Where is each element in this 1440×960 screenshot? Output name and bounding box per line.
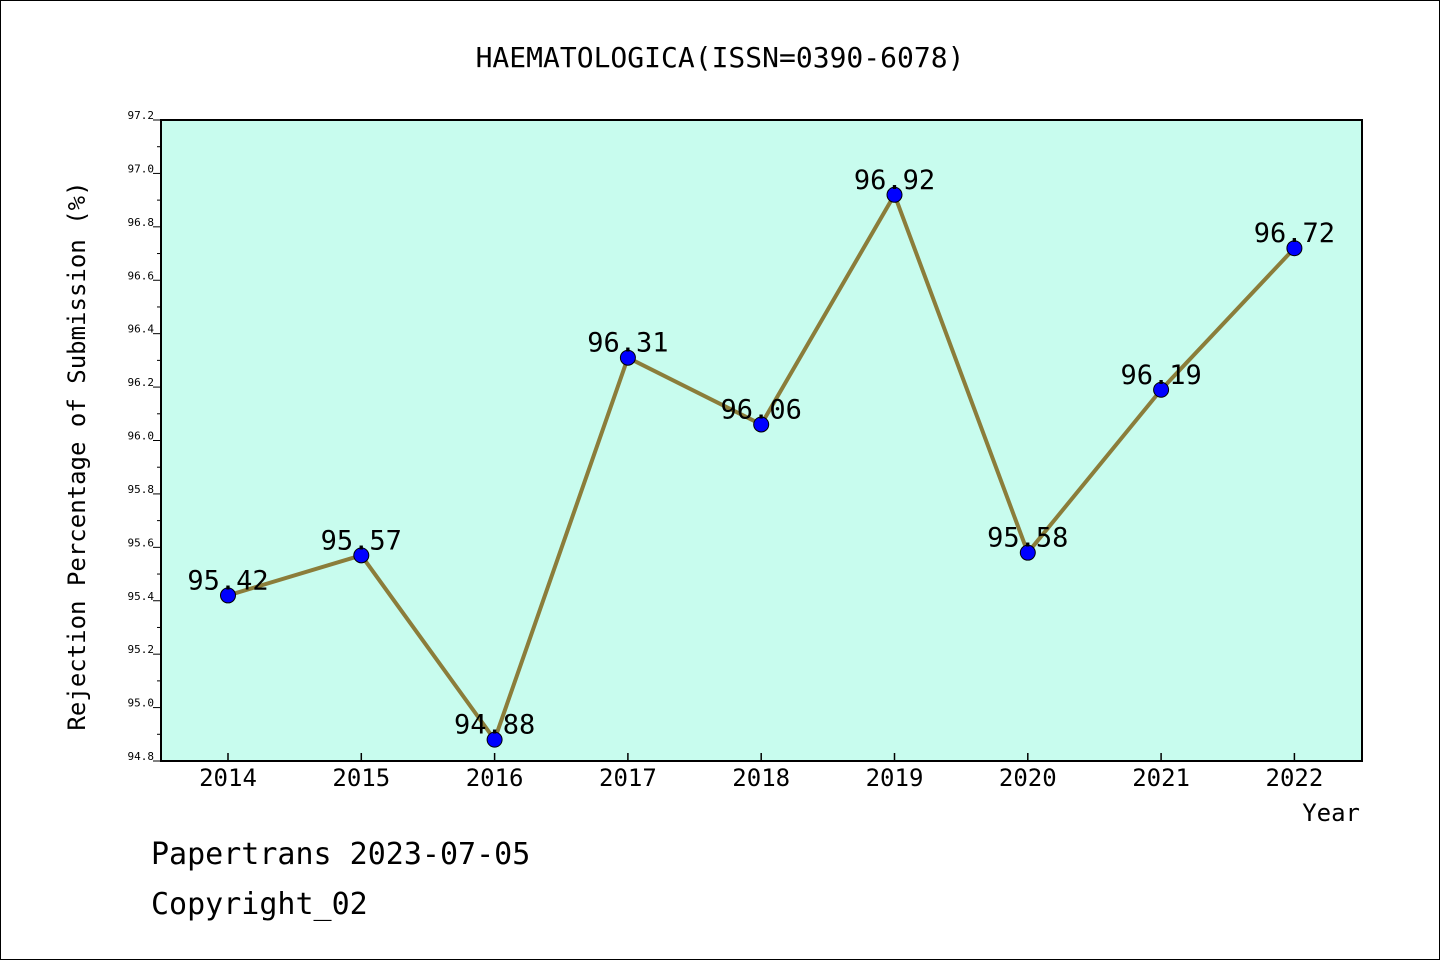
x-tick-label: 2020 <box>999 764 1057 792</box>
y-tick-label: 96.6 <box>128 269 155 282</box>
y-tick-label: 95.0 <box>128 697 155 710</box>
data-point <box>1153 381 1170 398</box>
x-tick-label: 2022 <box>1266 764 1324 792</box>
data-label: 95.57 <box>321 525 402 556</box>
x-tick-label: 2021 <box>1132 764 1190 792</box>
data-labels: 95.42 95.57 94.88 96.31 96.06 96.92 95.58 96.19… <box>187 165 1335 741</box>
data-points <box>220 186 1303 748</box>
data-point <box>753 416 770 433</box>
x-axis-label: Year <box>1302 799 1360 827</box>
y-tick-label: 95.4 <box>128 590 155 603</box>
data-label: 94.88 <box>454 710 535 741</box>
x-tick-label: 2015 <box>332 764 390 792</box>
data-point <box>619 349 636 366</box>
data-label: 96.31 <box>587 328 668 359</box>
y-tick-label: 95.2 <box>128 643 155 656</box>
x-tick-label: 2018 <box>732 764 790 792</box>
y-tick-label: 96.2 <box>128 376 155 389</box>
y-tick-label: 95.8 <box>128 483 155 496</box>
plot-area <box>160 119 1363 762</box>
data-label: 96.72 <box>1254 218 1335 249</box>
y-tick-label: 96.8 <box>128 216 155 229</box>
x-axis: 2014 2015 2016 2017 2018 2019 2020 2021 2022 <box>199 753 1323 792</box>
footer-date: Papertrans 2023-07-05 <box>151 837 531 872</box>
data-label: 96.06 <box>721 394 802 425</box>
data-label: 96.92 <box>854 165 935 196</box>
data-point <box>486 731 503 748</box>
data-point <box>1286 240 1303 257</box>
data-point <box>220 587 236 604</box>
y-tick-label: 95.6 <box>128 536 155 549</box>
y-tick-label: 97.0 <box>128 162 155 175</box>
footer-copyright: Copyright_02 <box>151 887 368 922</box>
y-tick-label: 97.2 <box>128 109 155 122</box>
y-axis-label: Rejection Percentage of Submission (%) <box>63 181 91 730</box>
data-point <box>886 186 903 203</box>
data-label: 96.19 <box>1120 360 1201 391</box>
y-tick-label: 96.4 <box>128 323 155 336</box>
data-point <box>1019 544 1036 561</box>
x-tick-label: 2019 <box>866 764 924 792</box>
x-tick-label: 2017 <box>599 764 657 792</box>
y-tick-label: 94.8 <box>128 750 155 763</box>
x-tick-label: 2016 <box>466 764 524 792</box>
x-tick-label: 2014 <box>199 764 257 792</box>
data-label: 95.58 <box>987 523 1068 554</box>
y-axis: 94.8 95.0 95.2 95.4 95.6 95.8 96.0 96.2 96.4 96.6… <box>128 109 161 763</box>
chart-title: HAEMATOLOGICA(ISSN=0390-6078) <box>476 41 965 74</box>
data-label: 95.42 <box>187 565 268 596</box>
y-tick-label: 96.0 <box>128 430 155 443</box>
data-point <box>353 547 370 564</box>
